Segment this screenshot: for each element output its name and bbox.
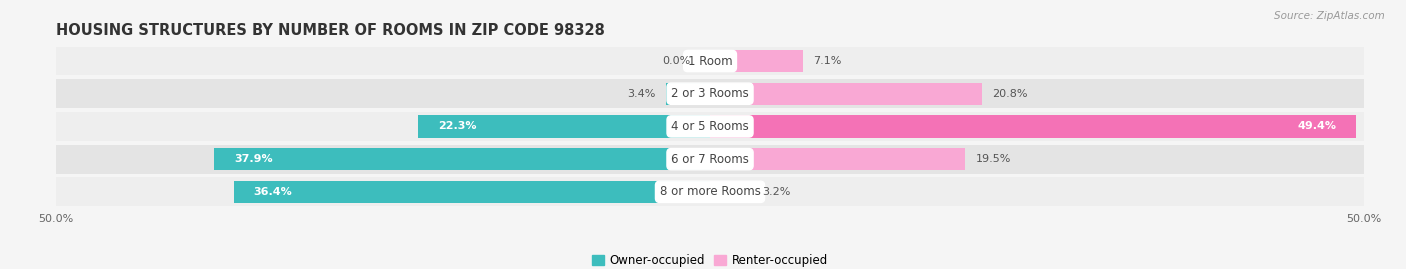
Text: Source: ZipAtlas.com: Source: ZipAtlas.com	[1274, 11, 1385, 21]
Text: 19.5%: 19.5%	[976, 154, 1011, 164]
Text: 20.8%: 20.8%	[993, 89, 1028, 99]
Legend: Owner-occupied, Renter-occupied: Owner-occupied, Renter-occupied	[592, 254, 828, 267]
Bar	[665, 83, 710, 105]
Text: 3.2%: 3.2%	[762, 187, 790, 197]
Bar	[710, 181, 752, 203]
Bar	[56, 79, 1364, 108]
Text: HOUSING STRUCTURES BY NUMBER OF ROOMS IN ZIP CODE 98328: HOUSING STRUCTURES BY NUMBER OF ROOMS IN…	[56, 23, 605, 38]
Bar	[419, 115, 710, 137]
Bar	[233, 181, 710, 203]
Bar	[710, 50, 803, 72]
Bar	[710, 115, 1355, 137]
Text: 2 or 3 Rooms: 2 or 3 Rooms	[671, 87, 749, 100]
Bar	[215, 148, 710, 170]
Text: 7.1%: 7.1%	[813, 56, 842, 66]
Text: 4 or 5 Rooms: 4 or 5 Rooms	[671, 120, 749, 133]
Text: 36.4%: 36.4%	[253, 187, 292, 197]
Bar	[56, 145, 1364, 174]
Text: 3.4%: 3.4%	[627, 89, 655, 99]
Text: 6 or 7 Rooms: 6 or 7 Rooms	[671, 153, 749, 166]
Bar	[710, 148, 965, 170]
Text: 49.4%: 49.4%	[1298, 121, 1336, 132]
Bar	[710, 83, 981, 105]
Text: 37.9%: 37.9%	[233, 154, 273, 164]
Text: 8 or more Rooms: 8 or more Rooms	[659, 185, 761, 198]
Text: 0.0%: 0.0%	[662, 56, 690, 66]
Bar	[56, 47, 1364, 75]
Text: 22.3%: 22.3%	[439, 121, 477, 132]
Bar	[56, 112, 1364, 141]
Text: 1 Room: 1 Room	[688, 55, 733, 68]
Bar	[56, 178, 1364, 206]
